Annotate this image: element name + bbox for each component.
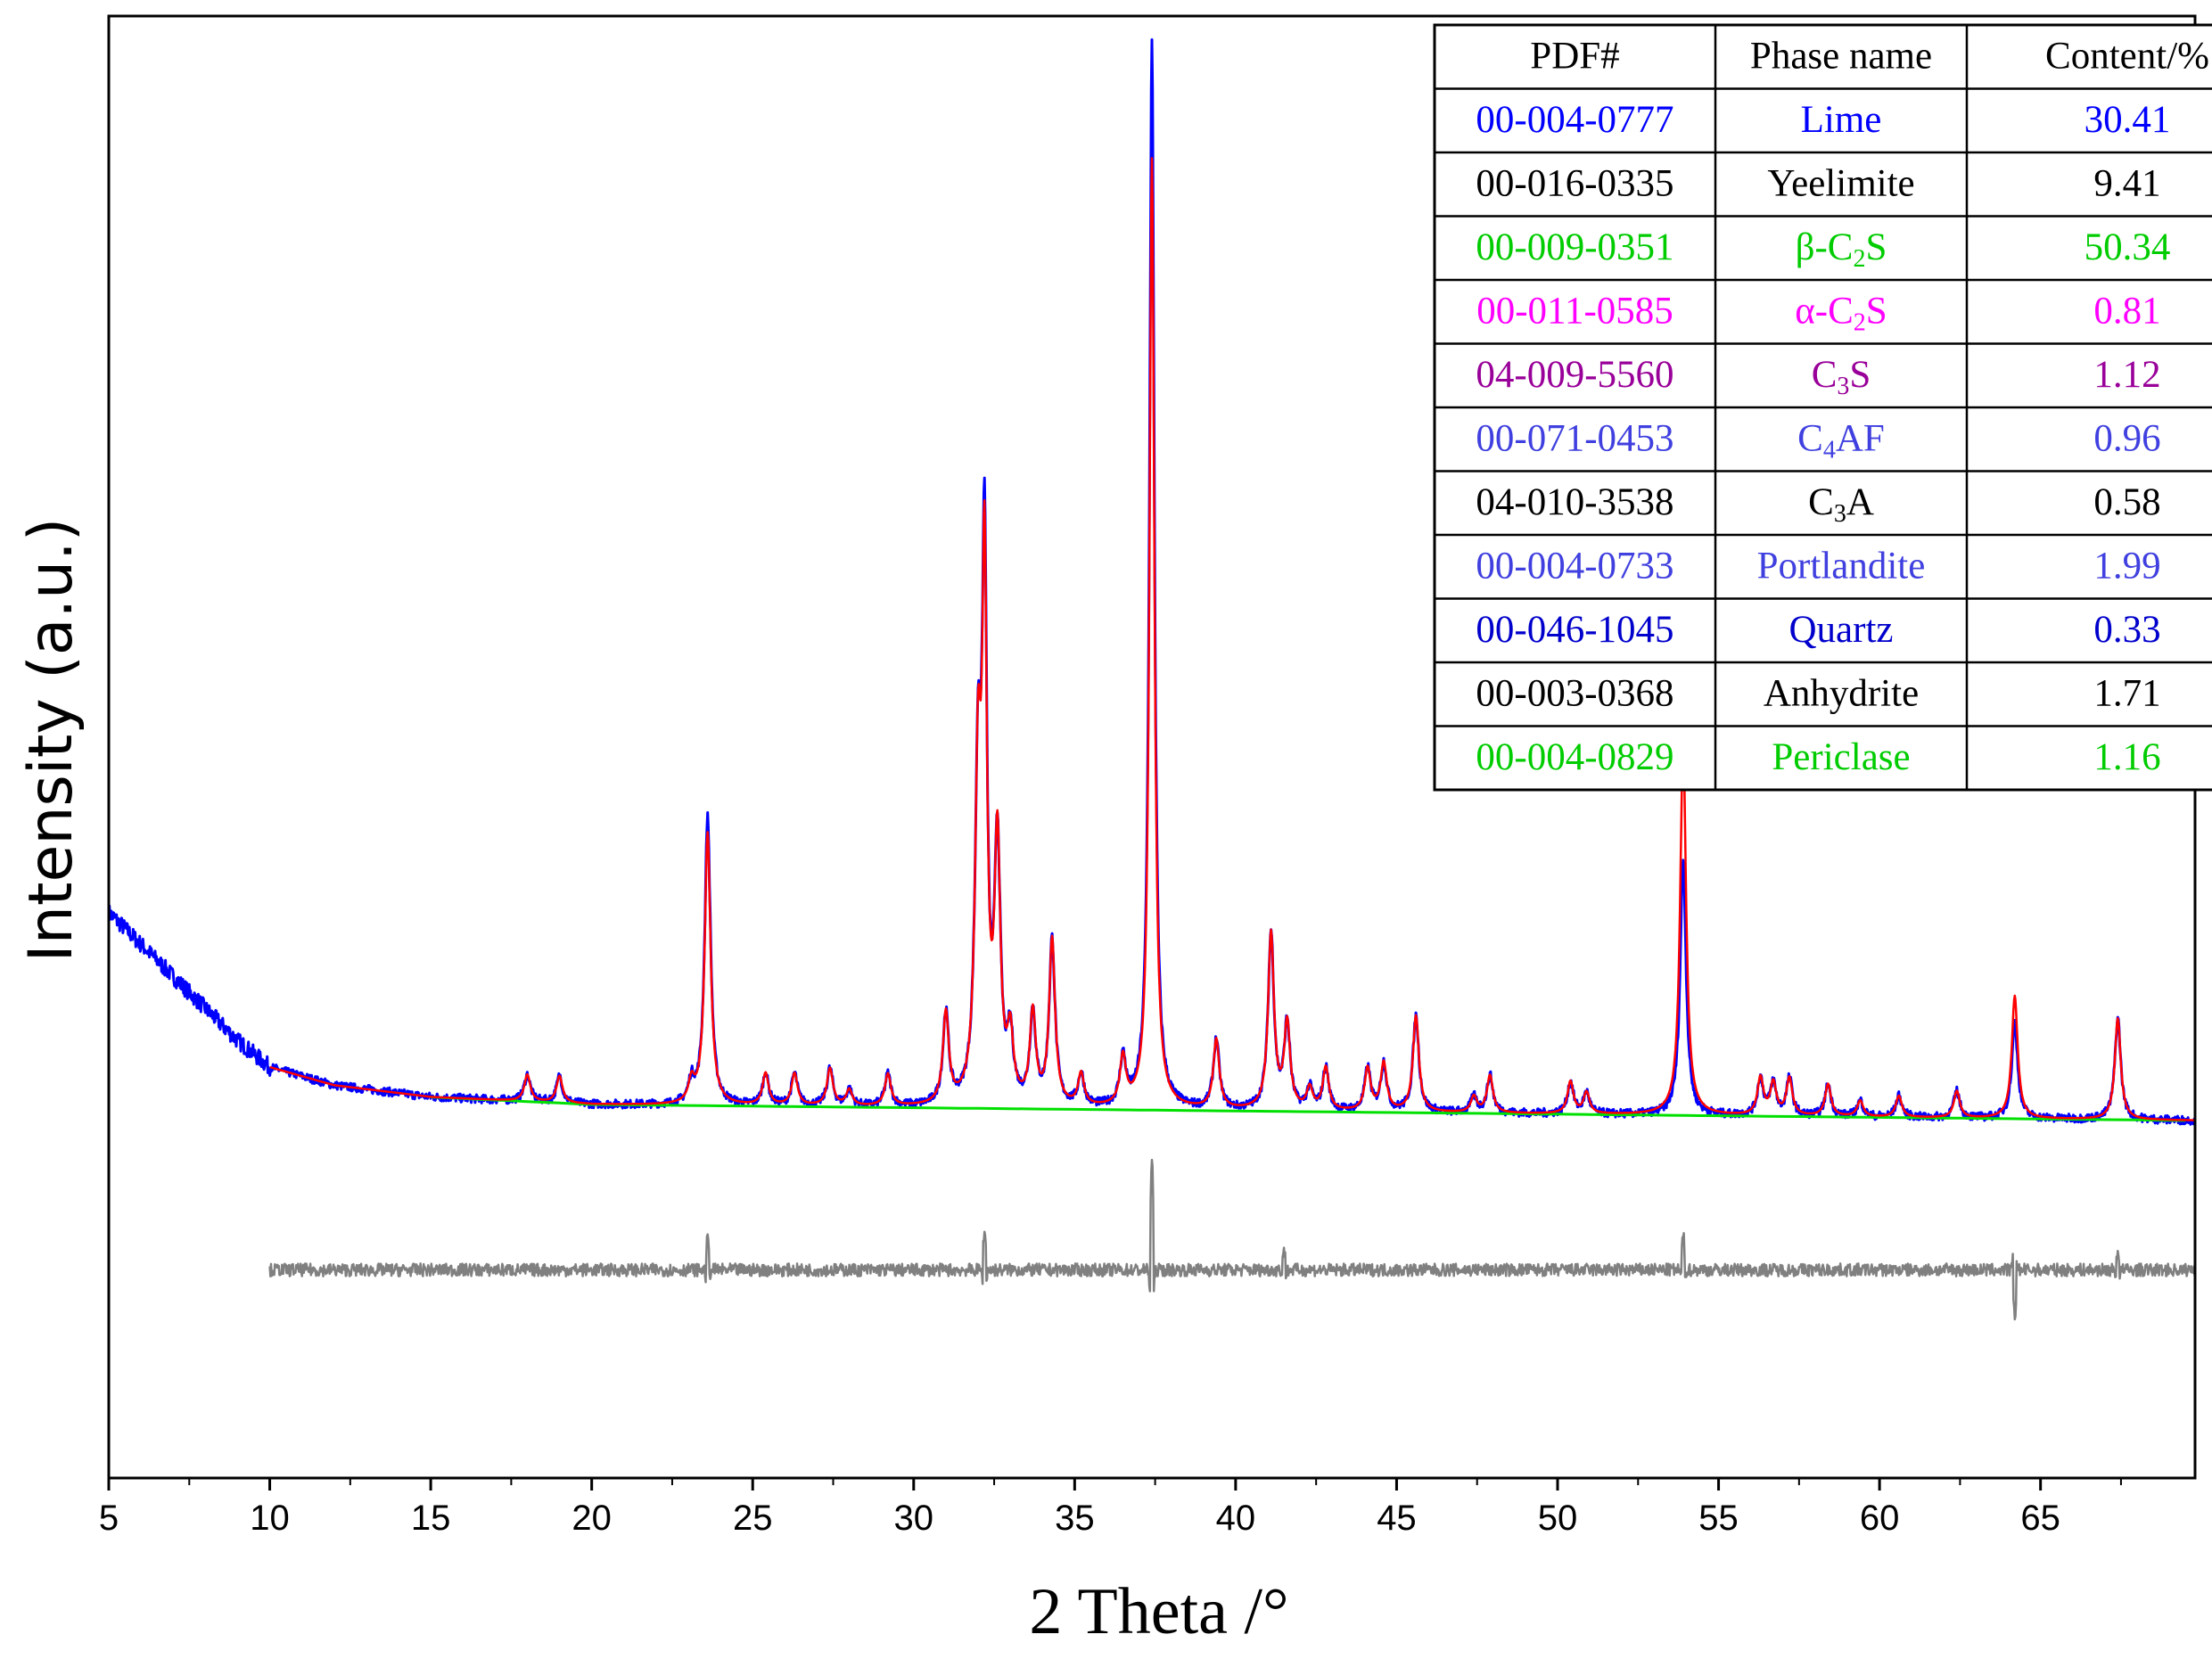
phase-table-content-cell: 0.96 (2093, 418, 2160, 460)
phase-table-content-cell: 9.41 (2093, 163, 2160, 205)
phase-table: PDF# Phase name Content/% 00-004-0777 Lime 30… (1433, 23, 2212, 792)
phase-table-phase-cell: C3S (1812, 354, 1871, 400)
x-tick-label-20: 20 (572, 1499, 612, 1538)
x-tick-label-50: 50 (1538, 1499, 1578, 1538)
phase-table-pdf-cell: 00-004-0733 (1476, 546, 1673, 587)
phase-table-phase-cell: Portlandite (1757, 546, 1926, 587)
x-tick-label-60: 60 (1860, 1499, 1900, 1538)
difference-line (268, 1158, 2196, 1321)
phase-table-phase-cell: Quartz (1789, 609, 1894, 651)
x-tick-label-35: 35 (1055, 1499, 1095, 1538)
phase-table-header: PDF# (1530, 36, 1619, 78)
phase-table-content-cell: 1.71 (2093, 673, 2160, 715)
phase-table-pdf-cell: 00-071-0453 (1476, 418, 1673, 460)
x-tick-label-65: 65 (2020, 1499, 2060, 1538)
background-line (431, 1096, 2186, 1122)
phase-table-content-cell: 0.81 (2093, 291, 2160, 333)
phase-table-phase-cell: α-C2S (1795, 291, 1887, 337)
phase-table-content-cell: 50.34 (2085, 226, 2171, 268)
x-tick-label-30: 30 (894, 1499, 934, 1538)
phase-table-content-cell: 30.41 (2085, 99, 2171, 141)
phase-table-pdf-cell: 00-009-0351 (1476, 226, 1673, 268)
x-tick-label-25: 25 (733, 1499, 773, 1538)
phase-table-pdf-cell: 00-016-0335 (1476, 163, 1673, 205)
phase-table-pdf-cell: 00-004-0777 (1476, 99, 1673, 141)
phase-table-header: Phase name (1750, 36, 1932, 78)
x-tick-label-55: 55 (1698, 1499, 1739, 1538)
phase-table-phase-cell: Yeelimite (1767, 163, 1914, 205)
phase-table-content-cell: 0.58 (2093, 481, 2160, 523)
phase-table-phase-cell: Periclase (1772, 736, 1910, 778)
x-axis-ticks: 5 10 15 20 25 30 35 40 45 50 55 60 65 (99, 1478, 2122, 1538)
x-tick-label-45: 45 (1377, 1499, 1417, 1538)
phase-table-pdf-cell: 00-004-0829 (1476, 736, 1673, 778)
phase-table-phase-cell: Anhydrite (1764, 673, 1919, 715)
phase-table-content-cell: 1.12 (2093, 354, 2160, 396)
x-tick-label-5: 5 (99, 1499, 119, 1538)
phase-table-phase-cell: β-C2S (1796, 226, 1887, 273)
phase-table-pdf-cell: 00-046-1045 (1476, 609, 1673, 651)
phase-table-phase-cell: C3A (1808, 481, 1874, 528)
plot-lines (107, 38, 2196, 1321)
phase-table-pdf-cell: 04-010-3538 (1476, 481, 1673, 523)
phase-table-content-cell: 0.33 (2093, 609, 2160, 651)
x-axis-label: 2 Theta /° (1029, 1575, 1288, 1648)
x-tick-label-10: 10 (250, 1499, 290, 1538)
x-tick-label-40: 40 (1216, 1499, 1256, 1538)
phase-table-phase-cell: Lime (1801, 99, 1882, 141)
x-tick-label-15: 15 (411, 1499, 451, 1538)
phase-table-pdf-cell: 00-003-0368 (1476, 673, 1673, 715)
phase-table-header: Content/% (2045, 36, 2209, 78)
phase-table-pdf-cell: 04-009-5560 (1476, 354, 1673, 396)
phase-table-content-cell: 1.99 (2093, 546, 2160, 587)
y-axis-label: Intensity (a.u.) (16, 518, 86, 963)
calculated-pattern-line (269, 157, 2195, 1121)
phase-table-phase-cell: C4AF (1797, 418, 1885, 464)
phase-table-pdf-cell: 00-011-0585 (1476, 291, 1673, 333)
phase-table-content-cell: 1.16 (2093, 736, 2160, 778)
